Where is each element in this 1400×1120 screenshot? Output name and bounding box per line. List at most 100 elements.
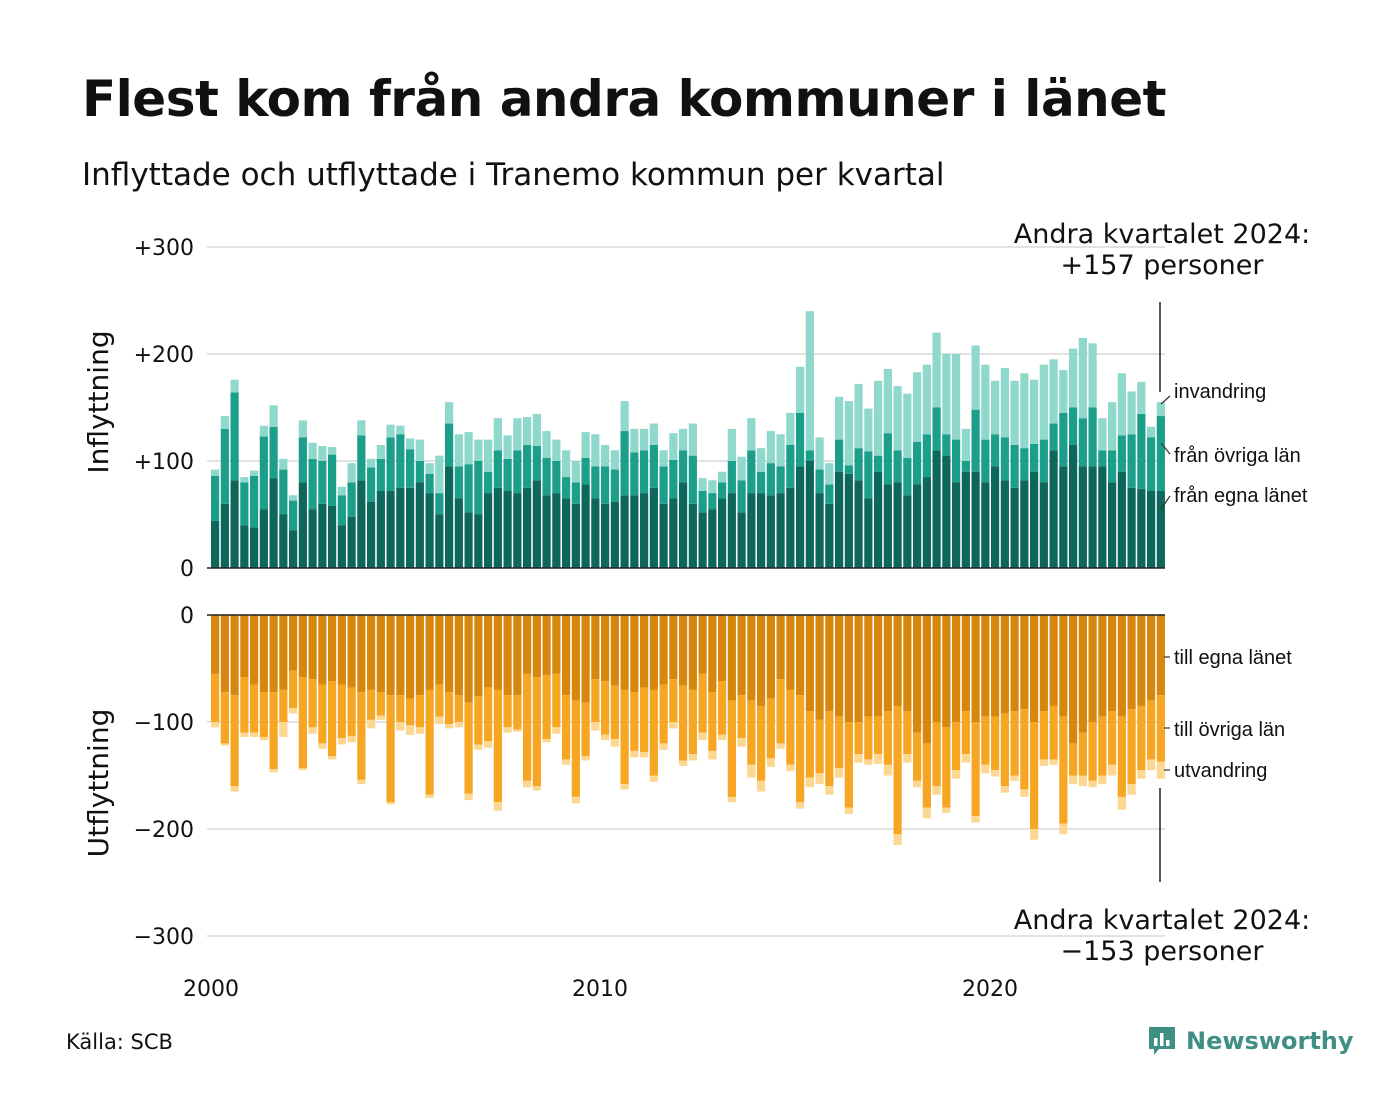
bar-inflyttning-in-ovriga [737,480,746,513]
label-fran-ovriga-lan: från övriga län [1174,445,1301,467]
bar-inflyttning-in-invandring [893,386,902,451]
bar-utflyttning-out-egna [250,615,259,685]
bar-utflyttning-out-ovriga [776,679,785,744]
bar-utflyttning-out-egna [883,615,892,712]
bar-utflyttning-out-egna [513,615,522,696]
bar-utflyttning-out-egna [640,615,649,688]
bar-inflyttning-in-invandring [952,354,961,440]
bar-inflyttning-in-egna [376,490,385,568]
bar-utflyttning-out-utvandring [669,722,678,729]
bar-utflyttning-out-utvandring [766,758,775,767]
bar-inflyttning-in-egna [298,482,307,568]
bar-utflyttning-out-utvandring [250,732,259,737]
bar-utflyttning-out-egna [1010,615,1019,712]
bar-utflyttning-out-ovriga [445,692,454,725]
bar-inflyttning-in-egna [279,514,288,568]
bar-utflyttning-out-egna [991,615,1000,717]
bar-inflyttning-in-egna [971,471,980,568]
bar-inflyttning-in-invandring [1147,426,1156,438]
bar-utflyttning-out-egna [796,615,805,696]
bar-inflyttning-in-invandring [406,438,415,450]
bar-inflyttning-in-egna [776,493,785,568]
bar-inflyttning-in-invandring [425,463,434,474]
bar-inflyttning-in-invandring [601,444,610,467]
bar-inflyttning-in-ovriga [484,471,493,494]
bar-inflyttning-in-egna [367,501,376,568]
bar-inflyttning-in-invandring [620,401,629,432]
bar-inflyttning-in-invandring [1156,402,1165,417]
bars-inflyttning [211,311,1165,568]
bar-utflyttning-out-utvandring [952,770,961,779]
bar-utflyttning-out-egna [835,615,844,717]
bar-inflyttning-in-ovriga [981,439,990,483]
bar-inflyttning-in-ovriga [893,450,902,483]
bar-utflyttning-out-utvandring [1098,775,1107,785]
bar-inflyttning-in-ovriga [347,482,356,517]
bar-utflyttning-out-egna [1098,615,1107,717]
bar-utflyttning-out-utvandring [1156,761,1165,779]
bar-inflyttning-in-invandring [718,471,727,483]
bar-inflyttning-in-egna [1117,471,1126,568]
bar-utflyttning-out-ovriga [532,677,541,787]
bar-utflyttning-out-egna [1137,615,1146,706]
brand-logo[interactable]: Newsworthy [1146,1024,1354,1058]
bar-utflyttning-out-ovriga [1020,709,1029,790]
bar-inflyttning-in-egna [493,487,502,568]
bar-utflyttning-out-ovriga [942,727,951,808]
bar-utflyttning-out-utvandring [357,779,366,785]
bar-utflyttning-out-ovriga [727,700,736,797]
bar-inflyttning-in-invandring [376,444,385,459]
bar-utflyttning-out-ovriga [493,689,502,803]
bar-utflyttning-out-egna [503,615,512,696]
bar-inflyttning-in-invandring [464,432,473,465]
bar-inflyttning-in-egna [337,525,346,568]
bar-inflyttning-in-egna [396,487,405,568]
bar-inflyttning-in-egna [328,505,337,568]
bar-utflyttning-out-utvandring [259,736,268,741]
bar-utflyttning-out-utvandring [298,768,307,771]
bar-inflyttning-in-invandring [415,439,424,461]
xtick-2020: 2020 [962,977,1018,1002]
bar-inflyttning-in-egna [1020,480,1029,568]
bar-utflyttning-out-utvandring [776,743,785,749]
bar-inflyttning-in-ovriga [532,446,541,481]
bar-utflyttning-out-ovriga [659,684,668,744]
ytick-bottom-0: 0 [180,604,194,629]
bar-utflyttning-out-egna [532,615,541,678]
bar-inflyttning-in-egna [844,473,853,568]
bar-inflyttning-in-invandring [630,428,639,453]
label-fran-egna-lanet: från egna länet [1174,485,1308,507]
bar-inflyttning-in-egna [757,493,766,568]
bar-inflyttning-in-egna [454,498,463,568]
bar-utflyttning-out-utvandring [1147,759,1156,771]
bar-inflyttning-in-invandring [1030,379,1039,444]
bar-utflyttning-out-utvandring [718,734,727,741]
bar-inflyttning-in-ovriga [581,457,590,485]
bar-utflyttning-out-ovriga [1088,722,1097,781]
bar-inflyttning-in-ovriga [630,452,639,496]
bar-inflyttning-in-ovriga [376,458,385,491]
bar-inflyttning-in-egna [386,490,395,568]
bar-utflyttning-out-egna [279,615,288,690]
bar-utflyttning-out-utvandring [1049,759,1058,765]
bar-inflyttning-in-ovriga [786,444,795,488]
bar-utflyttning-out-ovriga [669,679,678,722]
bar-utflyttning-out-egna [1147,615,1156,701]
bar-utflyttning-out-ovriga [211,673,220,722]
bar-utflyttning-out-ovriga [981,716,990,765]
bar-utflyttning-out-utvandring [308,727,317,734]
bar-utflyttning-out-utvandring [864,759,873,765]
bar-inflyttning-in-ovriga [815,469,824,494]
ytick-top-0: 0 [180,557,194,582]
bar-utflyttning-out-egna [679,615,688,686]
bar-inflyttning-in-egna [445,466,454,568]
bar-utflyttning-out-utvandring [347,735,356,743]
bar-inflyttning-in-invandring [1000,367,1009,438]
bar-inflyttning-in-egna [269,478,278,568]
bar-inflyttning-in-ovriga [289,500,298,531]
bar-inflyttning-in-invandring [1098,418,1107,451]
bar-inflyttning-in-egna [562,498,571,568]
bar-utflyttning-out-ovriga [835,716,844,769]
bar-inflyttning-in-ovriga [610,469,619,502]
bar-inflyttning-in-invandring [298,420,307,438]
